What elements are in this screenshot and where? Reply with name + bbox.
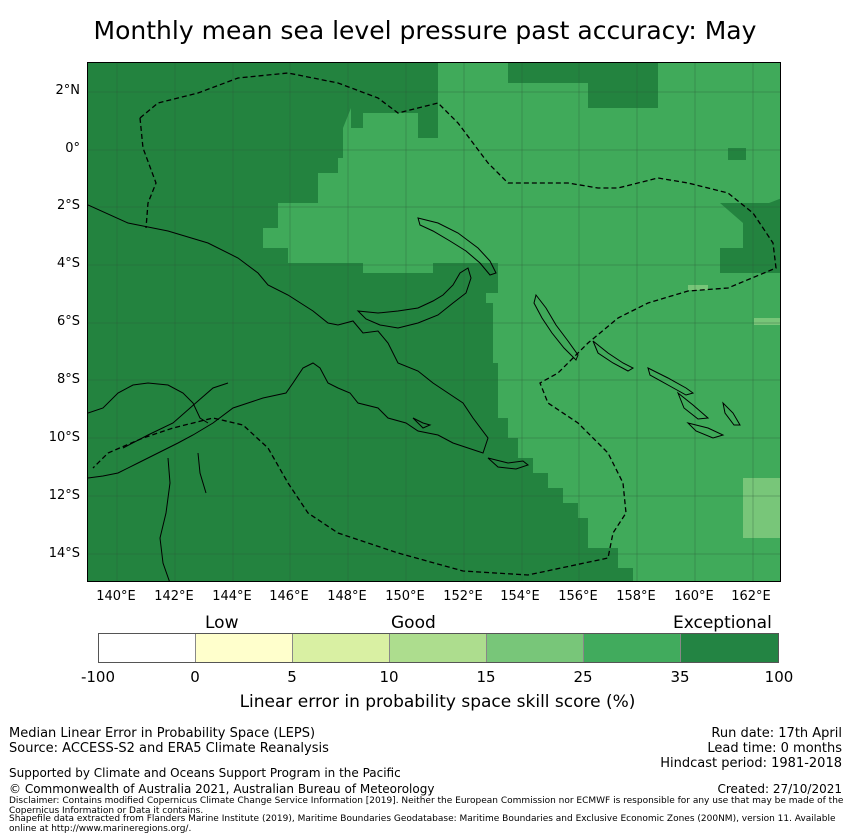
hindcast-period: Hindcast period: 1981-2018	[660, 756, 842, 771]
lat-label: 10°S	[48, 430, 80, 445]
colorbar-tick: 0	[190, 668, 200, 686]
lon-label: 158°E	[616, 589, 656, 604]
colorbar-tick: 25	[573, 668, 593, 686]
high-skill-patch	[688, 285, 708, 290]
legend-category-low: Low	[205, 613, 239, 633]
colorbar-label: Linear error in probability space skill …	[239, 692, 636, 712]
coastline	[88, 204, 741, 581]
colorbar-segment	[681, 634, 778, 662]
lon-label: 150°E	[385, 589, 425, 604]
lat-label: 6°S	[56, 314, 80, 329]
lon-label: 152°E	[443, 589, 483, 604]
lat-label: 2°N	[55, 83, 81, 98]
skill-map-svg	[88, 63, 780, 581]
shapefile-credit: Shapefile data extracted from Flanders M…	[9, 814, 836, 834]
run-date: Run date: 17th April	[711, 726, 842, 741]
legend-category-exceptional: Exceptional	[673, 613, 772, 633]
colorbar-tick: 15	[476, 668, 496, 686]
exceptional-skill-patch	[720, 203, 780, 273]
high-skill-patch	[754, 318, 780, 325]
lon-label: 140°E	[96, 589, 136, 604]
source-text: Source: ACCESS-S2 and ERA5 Climate Reana…	[9, 741, 329, 756]
lon-label: 148°E	[327, 589, 367, 604]
disclaimer-text: Disclaimer: Contains modified Copernicus…	[9, 796, 844, 816]
colorbar-segment	[99, 634, 196, 662]
lat-label: 0°	[65, 141, 80, 156]
lat-label: 2°S	[56, 198, 80, 213]
exceptional-skill-patch	[588, 63, 658, 108]
colorbar-segment	[487, 634, 584, 662]
high-skill-patch	[743, 478, 780, 538]
support-text: Supported by Climate and Oceans Support …	[9, 766, 401, 780]
lon-label: 142°E	[154, 589, 194, 604]
map-title: Monthly mean sea level pressure past acc…	[93, 16, 757, 45]
colorbar-segment	[293, 634, 390, 662]
colorbar-segment	[584, 634, 681, 662]
lat-label: 4°S	[56, 256, 80, 271]
eez-boundary	[92, 72, 777, 576]
lon-label: 162°E	[731, 589, 771, 604]
exceptional-skill-patch	[433, 263, 498, 308]
colorbar-tick: 10	[379, 668, 399, 686]
lat-label: 8°S	[56, 372, 80, 387]
colorbar-tick: 35	[670, 668, 690, 686]
colorbar-tick: 5	[287, 668, 297, 686]
legend-category-good: Good	[391, 613, 436, 633]
colorbar-tick: 100	[764, 668, 794, 686]
lat-label: 14°S	[48, 546, 80, 561]
lon-label: 146°E	[269, 589, 309, 604]
lon-label: 154°E	[500, 589, 540, 604]
colorbar	[98, 633, 779, 663]
colorbar-tick: -100	[80, 668, 116, 686]
colorbar-segment	[196, 634, 293, 662]
graticule	[88, 63, 780, 581]
lon-label: 160°E	[674, 589, 714, 604]
exceptional-skill-patch	[728, 148, 746, 160]
lon-label: 144°E	[212, 589, 252, 604]
colorbar-segment	[390, 634, 487, 662]
skill-map	[87, 62, 781, 582]
lon-label: 156°E	[558, 589, 598, 604]
method-text: Median Linear Error in Probability Space…	[9, 726, 316, 741]
created-date: Created: 27/10/2021	[717, 782, 842, 796]
lead-time: Lead time: 0 months	[707, 741, 842, 756]
lat-label: 12°S	[48, 488, 80, 503]
good-skill-region	[263, 63, 780, 581]
copyright-text: © Commonwealth of Australia 2021, Austra…	[9, 782, 435, 796]
